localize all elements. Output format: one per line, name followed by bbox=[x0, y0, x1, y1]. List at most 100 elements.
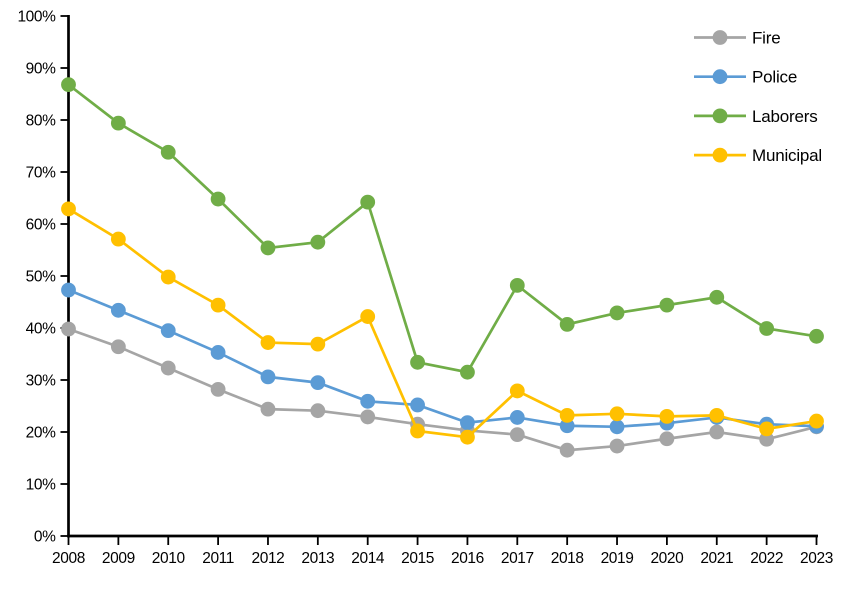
data-point-fire-2021 bbox=[709, 424, 725, 440]
data-point-laborers-2021 bbox=[709, 289, 725, 305]
data-point-municipal-2022 bbox=[759, 421, 775, 437]
y-tick-label: 100% bbox=[17, 9, 56, 26]
legend-item-fire: Fire bbox=[694, 29, 781, 48]
data-point-municipal-2017 bbox=[509, 383, 525, 399]
data-point-police-2018 bbox=[559, 418, 575, 434]
x-tick-label: 2017 bbox=[501, 550, 534, 567]
data-point-municipal-2011 bbox=[210, 297, 226, 313]
data-point-municipal-2023 bbox=[809, 413, 824, 429]
legend-label: Laborers bbox=[752, 107, 818, 126]
x-tick-label: 2020 bbox=[650, 550, 684, 567]
x-tick-label: 2010 bbox=[152, 550, 186, 567]
data-point-municipal-2020 bbox=[659, 409, 675, 424]
data-point-municipal-2008 bbox=[61, 201, 76, 217]
y-tick-label: 40% bbox=[26, 321, 56, 338]
data-point-municipal-2021 bbox=[709, 407, 725, 423]
y-tick-label: 10% bbox=[26, 477, 56, 494]
legend-marker-icon bbox=[712, 69, 728, 85]
data-point-fire-2014 bbox=[360, 409, 376, 425]
x-tick-label: 2022 bbox=[750, 550, 783, 567]
x-tick-label: 2009 bbox=[102, 550, 135, 567]
data-point-municipal-2010 bbox=[160, 269, 176, 285]
legend-marker-icon bbox=[712, 108, 728, 124]
data-point-laborers-2019 bbox=[609, 305, 625, 321]
data-point-fire-2020 bbox=[659, 431, 675, 447]
data-point-police-2011 bbox=[210, 345, 226, 360]
legend-label: Municipal bbox=[752, 146, 822, 165]
data-point-laborers-2018 bbox=[559, 316, 575, 332]
data-point-municipal-2018 bbox=[559, 407, 575, 423]
data-point-laborers-2010 bbox=[160, 144, 176, 160]
data-point-police-2016 bbox=[460, 415, 475, 431]
data-point-fire-2017 bbox=[509, 427, 525, 442]
data-point-laborers-2023 bbox=[809, 328, 824, 344]
legend-item-police: Police bbox=[694, 68, 797, 87]
y-tick-label: 70% bbox=[26, 165, 56, 182]
data-point-municipal-2015 bbox=[410, 423, 425, 439]
series-line-municipal bbox=[67, 207, 817, 439]
data-point-laborers-2008 bbox=[61, 77, 76, 93]
y-tick-label: 80% bbox=[26, 113, 56, 130]
data-point-laborers-2012 bbox=[260, 240, 276, 256]
data-point-police-2019 bbox=[609, 419, 625, 435]
y-tick-label: 60% bbox=[26, 217, 56, 234]
data-point-laborers-2017 bbox=[509, 277, 525, 293]
y-tick-label: 0% bbox=[34, 529, 56, 546]
data-point-municipal-2019 bbox=[609, 406, 625, 422]
data-point-fire-2022 bbox=[759, 431, 775, 447]
data-point-fire-2008 bbox=[61, 321, 76, 337]
data-point-laborers-2022 bbox=[759, 321, 775, 336]
data-point-fire-2010 bbox=[160, 360, 176, 376]
legend-label: Police bbox=[752, 68, 797, 87]
y-tick-label: 20% bbox=[26, 425, 56, 442]
data-point-police-2015 bbox=[410, 397, 425, 413]
data-point-laborers-2013 bbox=[310, 234, 326, 250]
legend-label: Fire bbox=[752, 29, 780, 48]
x-tick-label: 2011 bbox=[202, 550, 234, 567]
data-point-fire-2009 bbox=[110, 339, 126, 355]
y-tick-label: 50% bbox=[26, 269, 56, 286]
series-line-laborers bbox=[67, 83, 817, 374]
x-tick-label: 2014 bbox=[351, 550, 385, 567]
legend-marker-icon bbox=[712, 147, 728, 163]
data-point-laborers-2014 bbox=[360, 194, 376, 210]
data-point-municipal-2012 bbox=[260, 335, 276, 350]
data-point-police-2017 bbox=[509, 410, 525, 425]
x-tick-label: 2015 bbox=[401, 550, 434, 567]
data-point-laborers-2020 bbox=[659, 297, 675, 313]
legend-item-municipal: Municipal bbox=[694, 146, 822, 165]
data-point-fire-2018 bbox=[559, 442, 575, 458]
data-point-laborers-2015 bbox=[410, 354, 425, 370]
data-point-municipal-2013 bbox=[310, 336, 326, 352]
series-line-fire bbox=[68, 327, 817, 452]
data-point-police-2008 bbox=[61, 282, 76, 298]
x-tick-label: 2016 bbox=[451, 550, 484, 567]
x-tick-label: 2008 bbox=[52, 550, 85, 567]
data-point-police-2014 bbox=[360, 393, 376, 409]
x-tick-label: 2019 bbox=[601, 550, 634, 567]
data-point-fire-2013 bbox=[310, 403, 326, 419]
x-tick-label: 2012 bbox=[252, 550, 285, 567]
y-tick-label: 30% bbox=[26, 373, 56, 390]
data-point-laborers-2009 bbox=[110, 115, 126, 131]
data-point-police-2013 bbox=[310, 375, 326, 390]
data-point-police-2012 bbox=[260, 369, 276, 385]
y-tick-label: 90% bbox=[26, 61, 56, 78]
series-line-police bbox=[67, 288, 817, 429]
data-point-municipal-2016 bbox=[460, 429, 475, 445]
data-point-fire-2012 bbox=[260, 401, 276, 417]
x-tick-label: 2018 bbox=[551, 550, 584, 567]
data-point-laborers-2016 bbox=[460, 364, 475, 380]
data-point-municipal-2014 bbox=[360, 309, 376, 324]
data-point-municipal-2009 bbox=[110, 231, 126, 247]
data-point-police-2010 bbox=[160, 323, 176, 338]
legend-item-laborers: Laborers bbox=[694, 107, 818, 126]
data-point-police-2009 bbox=[110, 302, 126, 318]
data-point-fire-2011 bbox=[210, 381, 226, 397]
data-point-fire-2019 bbox=[609, 438, 625, 454]
x-tick-label: 2023 bbox=[800, 550, 833, 567]
data-point-laborers-2011 bbox=[210, 191, 226, 207]
x-tick-label: 2013 bbox=[301, 550, 334, 567]
